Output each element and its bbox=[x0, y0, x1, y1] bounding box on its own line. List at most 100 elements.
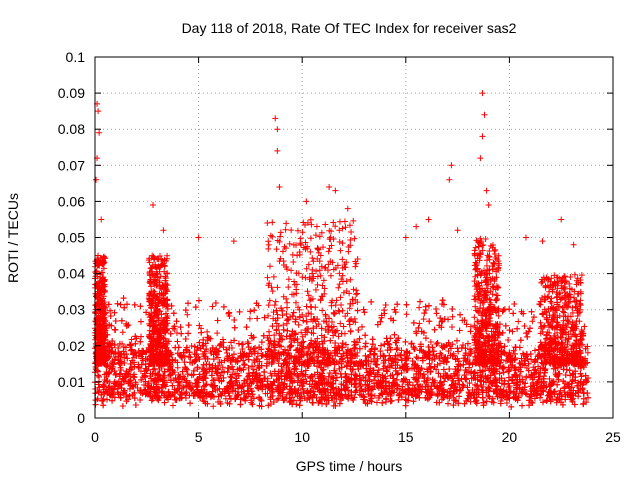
data-point bbox=[373, 399, 380, 406]
data-point bbox=[521, 358, 528, 365]
data-point bbox=[124, 355, 131, 362]
data-point bbox=[379, 399, 386, 406]
data-point bbox=[476, 367, 483, 374]
data-point bbox=[118, 317, 125, 324]
data-point bbox=[527, 388, 534, 395]
data-point bbox=[228, 339, 235, 346]
data-point bbox=[455, 366, 462, 373]
data-point bbox=[254, 350, 261, 357]
data-point bbox=[445, 400, 452, 407]
data-point bbox=[300, 317, 307, 324]
data-point bbox=[431, 326, 438, 333]
data-point bbox=[124, 301, 131, 308]
data-point bbox=[127, 342, 134, 349]
data-point bbox=[389, 371, 396, 378]
data-point bbox=[196, 356, 203, 363]
data-point bbox=[139, 390, 146, 397]
data-point bbox=[284, 327, 291, 334]
data-point bbox=[511, 301, 518, 308]
data-point bbox=[115, 345, 122, 352]
data-point bbox=[264, 390, 271, 397]
data-point bbox=[244, 376, 251, 383]
data-point bbox=[235, 340, 242, 347]
data-point bbox=[420, 329, 427, 336]
data-point bbox=[390, 317, 397, 324]
data-point bbox=[413, 354, 420, 361]
data-point bbox=[319, 380, 326, 387]
data-point bbox=[512, 372, 519, 379]
data-point bbox=[415, 386, 422, 393]
data-point bbox=[410, 319, 417, 326]
data-point bbox=[200, 361, 207, 368]
data-point bbox=[137, 318, 144, 325]
data-point bbox=[403, 311, 410, 318]
data-point bbox=[185, 330, 192, 337]
data-point bbox=[226, 392, 233, 399]
data-point bbox=[137, 338, 144, 345]
data-point bbox=[457, 311, 464, 318]
data-point bbox=[319, 366, 326, 373]
data-point bbox=[440, 343, 447, 350]
data-point bbox=[332, 328, 339, 335]
data-point bbox=[580, 364, 587, 371]
data-point bbox=[505, 374, 512, 381]
data-point bbox=[389, 355, 396, 362]
data-point bbox=[455, 348, 462, 355]
data-point bbox=[261, 314, 268, 321]
data-point bbox=[511, 350, 518, 357]
data-point bbox=[530, 314, 537, 321]
data-point bbox=[450, 402, 457, 409]
data-point bbox=[386, 352, 393, 359]
data-point bbox=[273, 326, 280, 333]
data-point bbox=[501, 377, 508, 384]
data-point bbox=[184, 371, 191, 378]
data-point bbox=[517, 337, 524, 344]
data-point bbox=[562, 372, 569, 379]
data-point bbox=[575, 387, 582, 394]
data-point bbox=[494, 386, 501, 393]
data-point bbox=[471, 370, 478, 377]
data-point bbox=[415, 324, 422, 331]
data-point bbox=[437, 315, 444, 322]
data-point bbox=[337, 370, 344, 377]
data-point bbox=[186, 349, 193, 356]
data-point bbox=[392, 365, 399, 372]
data-point bbox=[444, 374, 451, 381]
data-point bbox=[258, 339, 265, 346]
data-point bbox=[514, 325, 521, 332]
data-point bbox=[326, 369, 333, 376]
data-point bbox=[413, 330, 420, 337]
data-point bbox=[362, 340, 369, 347]
data-point bbox=[116, 340, 123, 347]
data-point bbox=[559, 401, 566, 408]
data-point bbox=[170, 310, 177, 317]
data-point bbox=[318, 325, 325, 332]
data-point bbox=[236, 308, 243, 315]
data-point bbox=[383, 389, 390, 396]
data-point bbox=[453, 337, 460, 344]
data-point bbox=[454, 355, 461, 362]
data-point bbox=[173, 318, 180, 325]
data-point bbox=[584, 349, 591, 356]
data-point bbox=[309, 399, 316, 406]
data-point bbox=[554, 381, 561, 388]
data-point bbox=[121, 360, 128, 367]
data-point bbox=[356, 335, 363, 342]
data-point bbox=[185, 300, 192, 307]
data-point bbox=[134, 385, 141, 392]
data-point bbox=[114, 300, 121, 307]
data-point bbox=[352, 372, 359, 379]
data-point bbox=[398, 347, 405, 354]
data-point bbox=[462, 376, 469, 383]
data-point bbox=[183, 379, 190, 386]
data-point bbox=[425, 302, 432, 309]
data-point bbox=[528, 371, 535, 378]
data-point bbox=[247, 308, 254, 315]
data-point bbox=[109, 397, 116, 404]
data-point bbox=[268, 372, 275, 379]
data-point bbox=[579, 385, 586, 392]
data-point bbox=[96, 384, 103, 391]
data-points bbox=[92, 90, 592, 410]
data-point bbox=[382, 301, 389, 308]
data-point bbox=[126, 392, 133, 399]
